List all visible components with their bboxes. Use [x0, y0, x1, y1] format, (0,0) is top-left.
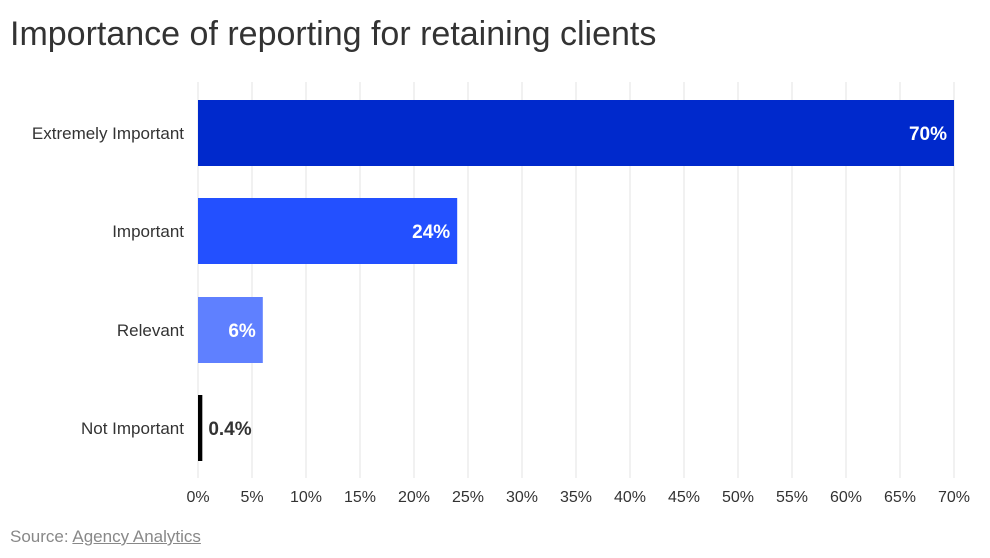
x-tick-label: 25%	[452, 489, 484, 506]
x-tick-label: 35%	[560, 489, 592, 506]
x-tick-label: 40%	[614, 489, 646, 506]
x-tick-label: 30%	[506, 489, 538, 506]
x-tick-label: 70%	[938, 489, 970, 506]
bar	[198, 297, 263, 363]
x-axis-ticks: 0% 5% 10% 15% 20% 25% 30% 35% 40% 45% 50% 55% 60% 65%…	[186, 489, 970, 506]
chart-title: Importance of reporting for retaining cl…	[10, 15, 657, 53]
x-tick-label: 65%	[884, 489, 916, 506]
data-label: 6%	[228, 321, 256, 342]
x-tick-label: 55%	[776, 489, 808, 506]
x-tick-label: 60%	[830, 489, 862, 506]
bars	[198, 100, 954, 461]
category-label: Not Important	[81, 419, 184, 438]
x-tick-label: 15%	[344, 489, 376, 506]
x-tick-label: 45%	[668, 489, 700, 506]
data-label: 70%	[909, 124, 947, 145]
bar	[198, 395, 203, 461]
data-labels: 70% 24% 6% 0.4%	[208, 124, 947, 440]
bar	[198, 100, 954, 166]
data-label: 0.4%	[208, 419, 251, 440]
bar	[198, 198, 458, 264]
category-labels: Extremely Important Important Relevant Not …	[32, 124, 184, 438]
x-tick-label: 5%	[240, 489, 263, 506]
x-tick-label: 20%	[398, 489, 430, 506]
source-link[interactable]: Agency Analytics	[72, 527, 201, 546]
bar-chart: Extremely Important Important Relevant Not …	[32, 82, 970, 506]
source-note: Source: Agency Analytics	[10, 527, 201, 547]
source-prefix: Source:	[10, 527, 69, 546]
x-tick-label: 10%	[290, 489, 322, 506]
data-label: 24%	[412, 222, 450, 243]
category-label: Important	[112, 222, 184, 241]
x-tick-label: 0%	[186, 489, 209, 506]
category-label: Relevant	[117, 321, 184, 340]
category-label: Extremely Important	[32, 124, 184, 143]
x-tick-label: 50%	[722, 489, 754, 506]
